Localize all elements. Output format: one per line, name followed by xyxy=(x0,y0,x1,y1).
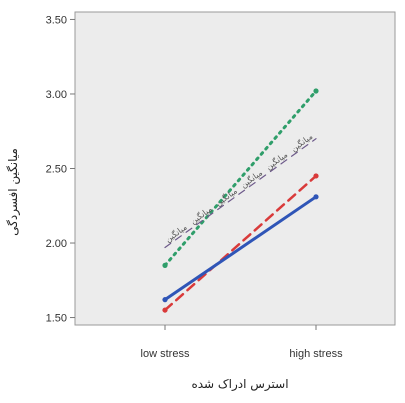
y-tick-label-4: 3.50 xyxy=(46,14,67,26)
series-line-2 xyxy=(163,174,318,312)
series-3 xyxy=(162,194,319,303)
y-tick-label-0: 1.50 xyxy=(46,313,67,325)
series-3-point-0 xyxy=(162,297,168,303)
series-2 xyxy=(162,173,319,313)
x-axis-title: استرس ادراک شده xyxy=(191,377,288,392)
series-line-3 xyxy=(163,195,318,302)
series-0 xyxy=(162,88,319,268)
plot-area xyxy=(74,11,396,326)
y-tick-label-3: 3.00 xyxy=(46,89,67,101)
x-tick-label-1: high stress xyxy=(289,348,343,360)
series-3-point-1 xyxy=(313,194,319,200)
x-tick-label-0: low stress xyxy=(141,348,190,360)
series-2-point-0 xyxy=(162,307,168,313)
series-line-1 xyxy=(164,138,317,249)
series-0-point-1 xyxy=(313,88,319,94)
y-tick-label-2: 2.50 xyxy=(46,164,67,176)
y-tick-label-1: 2.00 xyxy=(46,238,67,250)
series-2-point-1 xyxy=(313,173,319,179)
series-line-0 xyxy=(163,89,318,267)
x-axis: low stress high stress xyxy=(141,325,343,360)
y-axis-title: میانگین افسردگی xyxy=(6,148,21,236)
series-0-point-0 xyxy=(162,262,168,268)
y-axis: 1.50 2.00 2.50 3.00 3.50 xyxy=(46,14,75,325)
